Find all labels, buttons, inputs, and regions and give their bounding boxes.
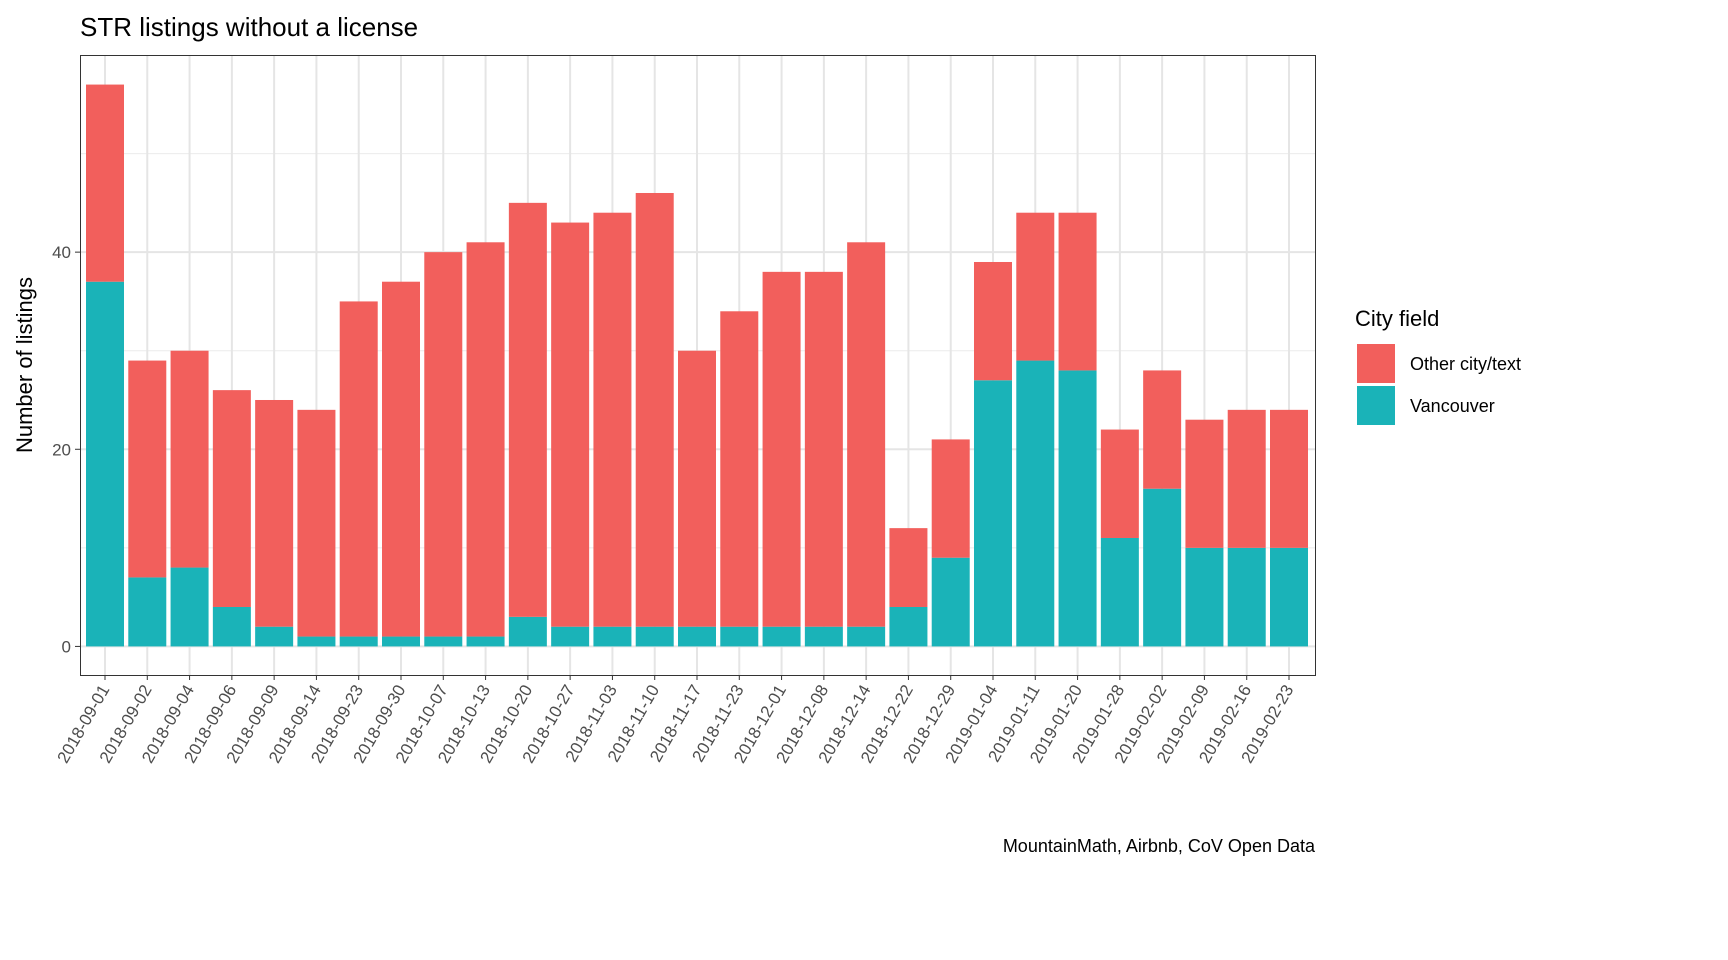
bar-vancouver-2018-12-29	[931, 557, 970, 647]
bar-vancouver-2018-10-07	[424, 636, 463, 647]
bar-other-city-text-2018-09-30	[382, 281, 420, 637]
bar-vancouver-2018-11-17	[678, 626, 716, 647]
legend-title: City field	[1355, 306, 1439, 331]
legend-label-vancouver: Vancouver	[1410, 396, 1495, 416]
legend-key-other	[1357, 344, 1395, 383]
bar-other-city-text-2019-02-02	[1143, 370, 1182, 489]
bar-other-city-text-2018-12-29	[931, 439, 970, 558]
bar-other-city-text-2018-10-07	[424, 252, 463, 637]
bar-other-city-text-2018-10-20	[508, 202, 547, 617]
bar-vancouver-2019-01-28	[1100, 537, 1139, 647]
bar-other-city-text-2018-11-10	[635, 192, 674, 627]
bar-other-city-text-2018-12-22	[889, 528, 928, 607]
x-axis: 2018-09-012018-09-022018-09-042018-09-06…	[54, 675, 1297, 766]
bar-other-city-text-2019-01-20	[1058, 212, 1097, 371]
bar-other-city-text-2019-01-11	[1016, 212, 1055, 361]
bar-other-city-text-2018-10-27	[551, 222, 590, 627]
bar-other-city-text-2019-01-28	[1100, 429, 1139, 538]
panel-border	[80, 55, 1316, 676]
bar-other-city-text-2018-11-03	[593, 212, 632, 627]
bar-other-city-text-2019-02-16	[1227, 409, 1266, 548]
bar-vancouver-2019-02-23	[1270, 547, 1308, 647]
bar-vancouver-2018-10-27	[551, 626, 590, 647]
bar-other-city-text-2018-12-01	[762, 271, 801, 627]
y-tick-label: 20	[52, 440, 71, 459]
bar-vancouver-2018-10-20	[508, 616, 547, 647]
bar-other-city-text-2018-09-06	[212, 390, 251, 607]
bar-other-city-text-2018-09-14	[297, 409, 336, 637]
y-tick-label: 0	[62, 637, 71, 656]
bar-vancouver-2018-11-03	[593, 626, 632, 647]
bar-other-city-text-2018-09-09	[255, 399, 294, 627]
bar-other-city-text-2018-09-23	[339, 301, 378, 637]
y-axis-title: Number of listings	[12, 277, 37, 453]
bar-vancouver-2019-02-16	[1227, 547, 1266, 647]
bar-vancouver-2018-09-30	[382, 636, 420, 647]
bar-other-city-text-2018-09-04	[170, 350, 209, 568]
bar-other-city-text-2018-10-13	[466, 242, 505, 637]
y-tick-label: 40	[52, 243, 71, 262]
bar-vancouver-2018-09-06	[212, 606, 251, 647]
bar-vancouver-2018-09-04	[170, 567, 209, 647]
bars	[86, 84, 1308, 647]
chart-title: STR listings without a license	[80, 12, 418, 42]
bar-vancouver-2019-01-20	[1058, 370, 1097, 647]
bar-other-city-text-2018-11-23	[720, 311, 759, 627]
legend-label-other: Other city/text	[1410, 354, 1521, 374]
bar-vancouver-2018-09-23	[339, 636, 378, 647]
bar-other-city-text-2018-11-17	[678, 350, 716, 627]
bar-other-city-text-2018-12-14	[847, 242, 886, 627]
bar-other-city-text-2019-01-04	[974, 261, 1012, 381]
bar-vancouver-2018-11-23	[720, 626, 759, 647]
bar-vancouver-2019-01-04	[974, 380, 1012, 647]
bar-other-city-text-2018-12-08	[804, 271, 843, 627]
bar-other-city-text-2018-09-02	[128, 360, 167, 578]
caption: MountainMath, Airbnb, CoV Open Data	[1003, 836, 1316, 856]
bar-vancouver-2019-01-11	[1016, 360, 1055, 647]
bar-vancouver-2019-02-02	[1143, 488, 1182, 647]
legend-key-vancouver	[1357, 386, 1395, 425]
bar-vancouver-2018-09-09	[255, 626, 294, 647]
bar-vancouver-2018-12-22	[889, 606, 928, 647]
bar-vancouver-2018-10-13	[466, 636, 505, 647]
legend: City field Other city/text Vancouver	[1355, 306, 1521, 425]
bar-vancouver-2018-11-10	[635, 626, 674, 647]
bar-other-city-text-2019-02-23	[1270, 409, 1308, 548]
bar-other-city-text-2018-09-01	[86, 84, 124, 282]
bar-vancouver-2018-12-08	[804, 626, 843, 647]
bar-vancouver-2018-12-01	[762, 626, 801, 647]
bar-vancouver-2019-02-09	[1185, 547, 1224, 647]
bar-other-city-text-2019-02-09	[1185, 419, 1224, 548]
bar-vancouver-2018-09-01	[86, 281, 124, 647]
bar-vancouver-2018-09-14	[297, 636, 336, 647]
bar-vancouver-2018-09-02	[128, 577, 167, 647]
y-axis: 0 20 40	[52, 243, 80, 656]
bar-vancouver-2018-12-14	[847, 626, 886, 647]
